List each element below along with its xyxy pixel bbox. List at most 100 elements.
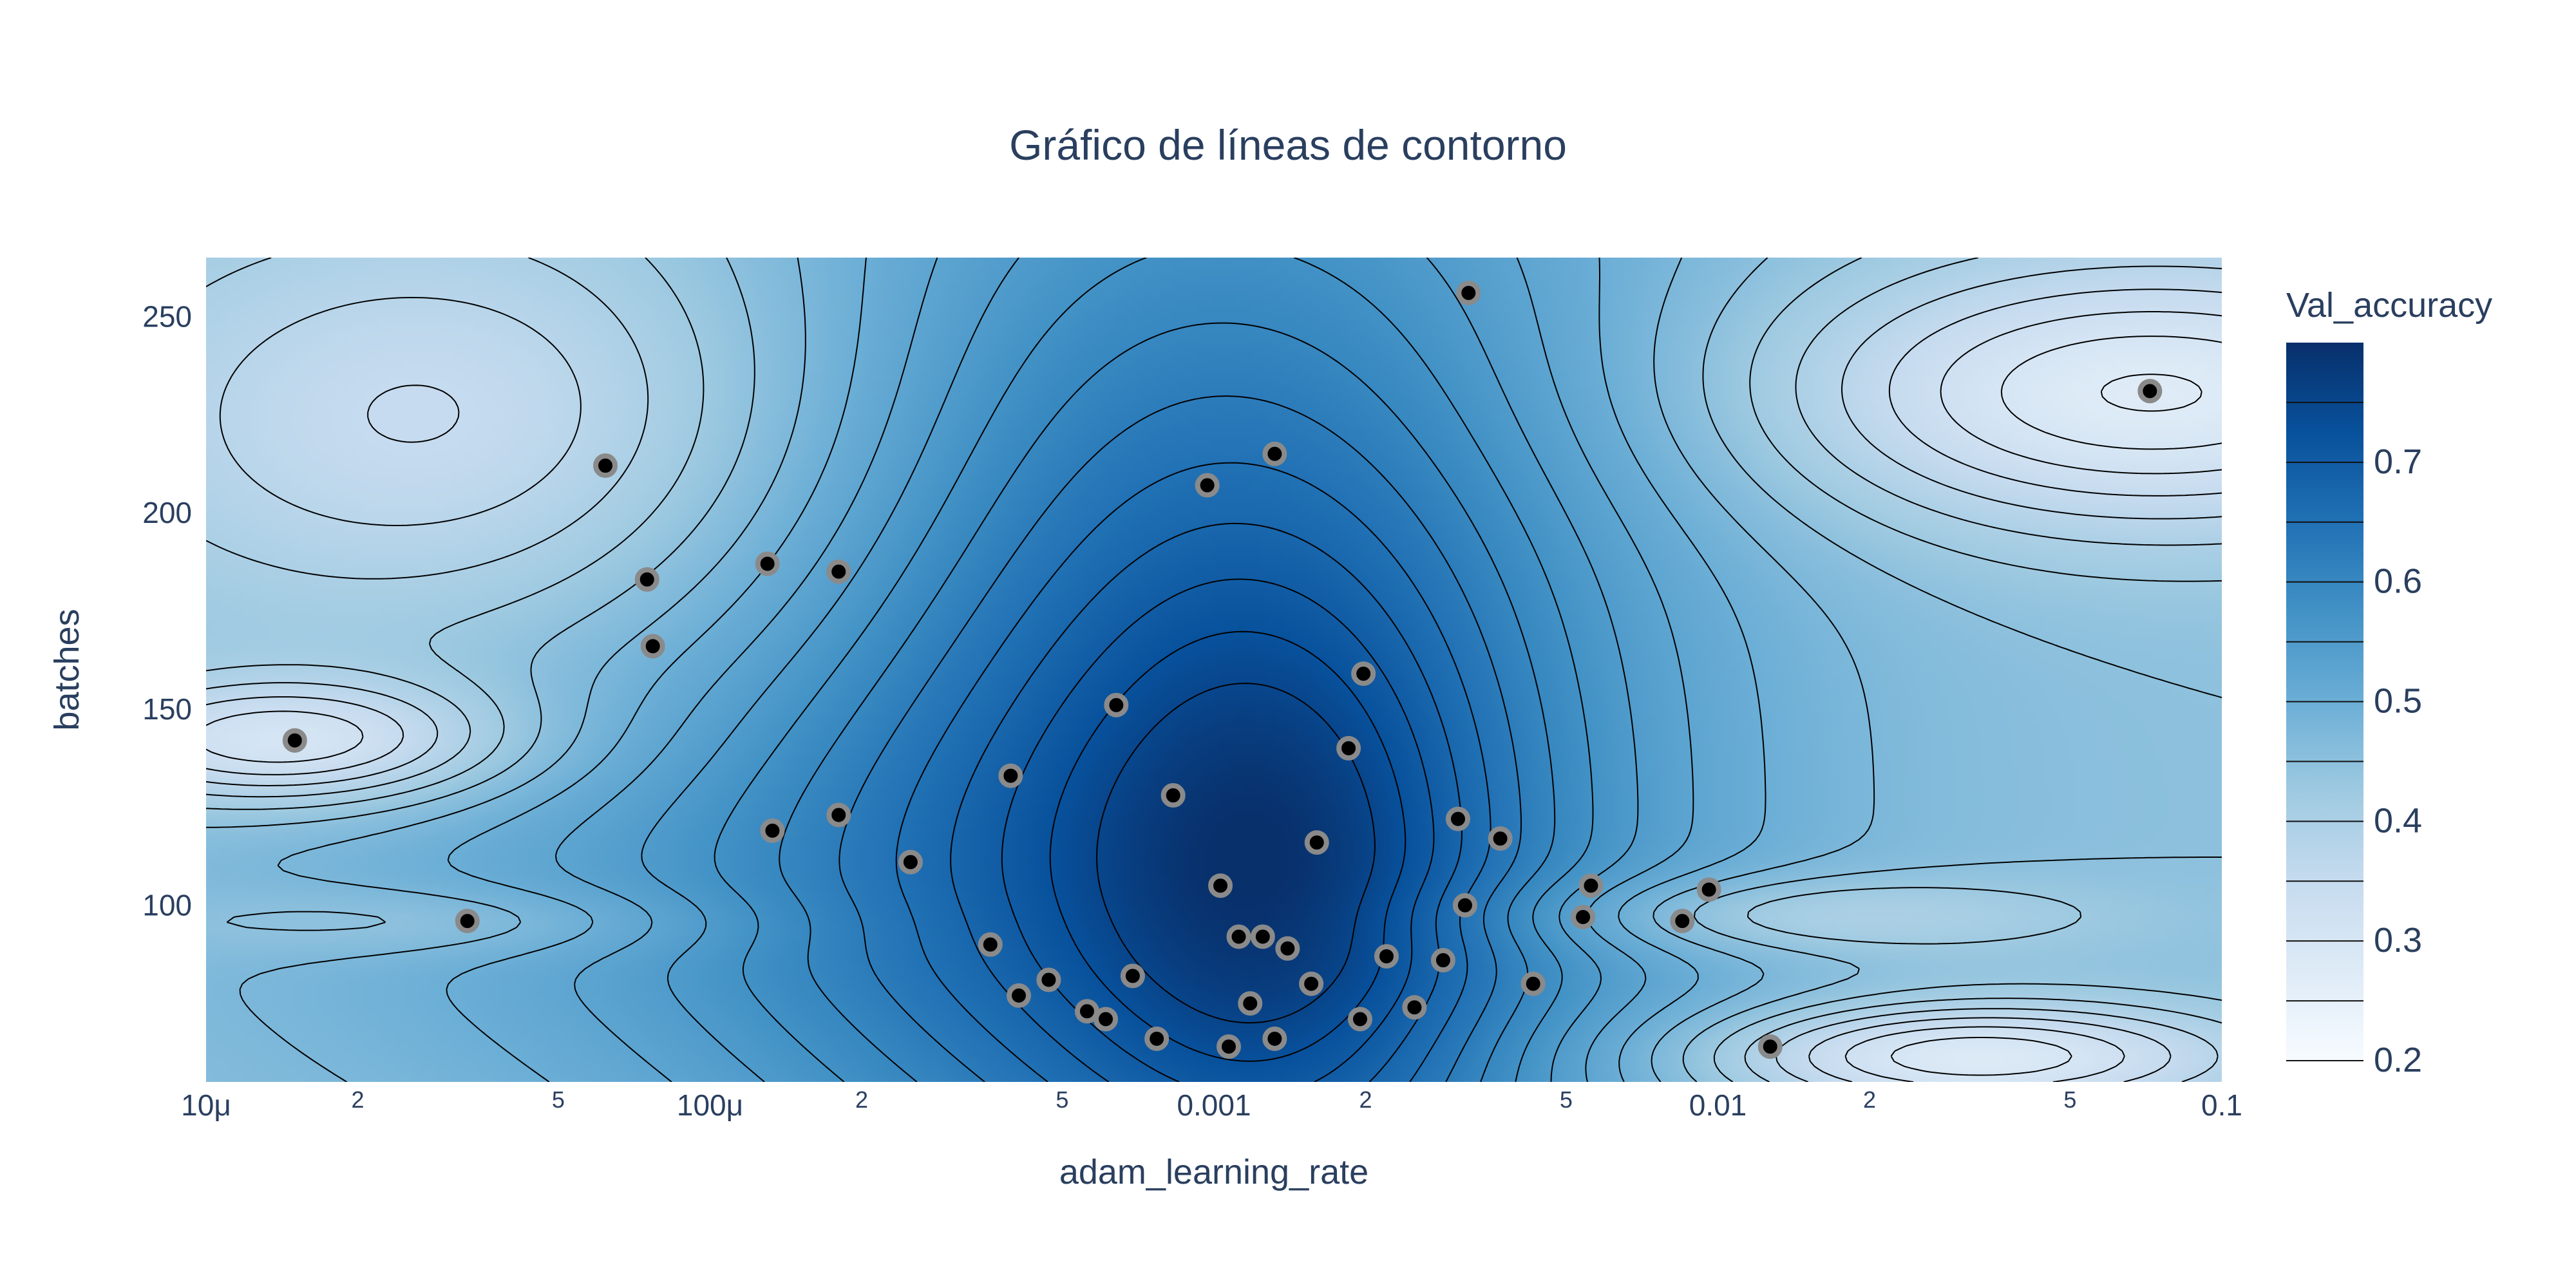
trial-point	[1520, 971, 1546, 996]
trial-point	[1262, 441, 1287, 466]
contour-line	[641, 258, 1639, 1082]
trial-point	[1238, 991, 1263, 1016]
contour-lines	[206, 258, 2222, 1082]
x-tick-label: 10μ	[181, 1088, 231, 1122]
x-tick-label: 5	[2063, 1086, 2076, 1113]
x-tick-label: 2	[855, 1086, 868, 1113]
trial-point	[760, 818, 785, 843]
trial-point	[1120, 963, 1145, 989]
trial-point	[978, 932, 1003, 957]
x-tick-label: 5	[1560, 1086, 1573, 1113]
x-tick-label: 2	[1863, 1086, 1876, 1113]
trial-point	[1402, 995, 1427, 1020]
trial-point	[1208, 873, 1233, 898]
colorbar-tick-label: 0.2	[2374, 1041, 2422, 1079]
trial-point	[1144, 1026, 1170, 1051]
colorbar-ticks: 0.2 0.3 0.4 0.5 0.6 0.7	[2374, 442, 2422, 1079]
y-axis-ticks: 100 150 200 250	[142, 299, 192, 922]
trial-point	[1262, 1026, 1287, 1051]
x-axis-ticks: 10μ 2 5 100μ 2 5 0.001 2 5 0.01 2 5 0.1	[181, 1086, 2242, 1122]
trial-markers	[282, 280, 2163, 1059]
y-tick-label: 250	[142, 299, 192, 333]
trial-point	[1578, 873, 1604, 898]
contour-line	[239, 258, 1875, 1082]
trial-point	[998, 763, 1023, 788]
x-axis-label: adam_learning_rate	[1059, 1153, 1368, 1191]
colorbar-tick-label: 0.5	[2374, 682, 2422, 721]
trial-point	[282, 728, 307, 753]
colorbar-level-lines	[2286, 401, 2363, 1061]
trial-point	[2137, 379, 2163, 404]
trial-point	[455, 909, 480, 934]
contour-line	[206, 289, 2222, 1082]
contour-line	[779, 322, 1556, 1082]
colorbar-tick-label: 0.3	[2374, 921, 2422, 960]
trial-point	[1757, 1034, 1783, 1059]
trial-point	[1336, 735, 1361, 761]
trial-point	[1571, 905, 1596, 929]
x-tick-label: 2	[352, 1086, 365, 1113]
colorbar-tick-label: 0.6	[2374, 562, 2422, 601]
y-axis-label: batches	[48, 609, 86, 730]
contour-line	[206, 258, 2222, 1082]
contour-line	[446, 258, 1766, 1082]
trial-point	[1007, 983, 1032, 1008]
contour-line	[895, 462, 1492, 1082]
contour-line	[1096, 683, 1376, 1024]
trial-point	[826, 802, 851, 828]
trial-point	[898, 849, 923, 875]
trial-point	[1036, 967, 1061, 992]
trial-point	[1275, 936, 1300, 961]
colorbar-tick-label: 0.7	[2374, 442, 2422, 481]
colorbar: Val_accuracy 0.2 0.3 0.4 0.5 0.6 0.7	[2286, 286, 2492, 1079]
x-tick-label: 100μ	[677, 1088, 743, 1122]
trial-point	[1374, 943, 1399, 969]
contour-line	[555, 258, 1694, 1082]
contour-line	[206, 265, 2222, 1082]
trial-point	[1452, 893, 1477, 918]
y-tick-label: 150	[142, 692, 192, 726]
contour-heatmap	[206, 258, 2222, 1082]
trial-point	[1226, 924, 1251, 949]
x-tick-label: 0.01	[1689, 1088, 1747, 1122]
trial-point	[634, 567, 659, 592]
contour-line	[1001, 578, 1435, 1082]
trial-point	[1430, 948, 1455, 973]
trial-point	[1250, 924, 1275, 949]
trial-point	[755, 551, 780, 576]
contour-line	[206, 258, 2222, 1082]
chart-title: Gráfico de líneas de contorno	[1009, 121, 1567, 169]
trial-point	[1104, 692, 1129, 717]
colorbar-title: Val_accuracy	[2286, 286, 2492, 325]
x-tick-label: 0.1	[2201, 1088, 2242, 1122]
trial-point	[593, 453, 618, 478]
y-tick-label: 200	[142, 496, 192, 529]
contour-line	[838, 395, 1522, 1082]
trial-point	[1351, 661, 1376, 687]
contour-line	[714, 258, 1594, 1082]
contour-line	[2100, 374, 2202, 412]
x-tick-label: 2	[1359, 1086, 1372, 1113]
trial-point	[1347, 1007, 1372, 1032]
x-tick-label: 5	[1056, 1086, 1068, 1113]
contour-line	[1890, 336, 2222, 1076]
trial-point	[1195, 473, 1220, 498]
trial-point	[640, 634, 665, 659]
plot-area	[206, 258, 2222, 1082]
trial-point	[1670, 909, 1695, 934]
trial-point	[1696, 877, 1721, 902]
trial-point	[1304, 830, 1329, 855]
trial-point	[1445, 806, 1470, 831]
x-tick-label: 5	[552, 1086, 565, 1113]
contour-line	[206, 311, 2222, 1082]
trial-point	[1094, 1007, 1119, 1032]
trial-point	[1299, 971, 1324, 996]
contour-line	[950, 522, 1463, 1082]
trial-point	[1160, 783, 1186, 808]
trial-point	[1488, 826, 1513, 851]
contour-line	[206, 258, 2222, 1082]
trial-point	[1456, 280, 1481, 305]
colorbar-tick-label: 0.4	[2374, 801, 2422, 840]
trial-point	[1216, 1034, 1241, 1059]
